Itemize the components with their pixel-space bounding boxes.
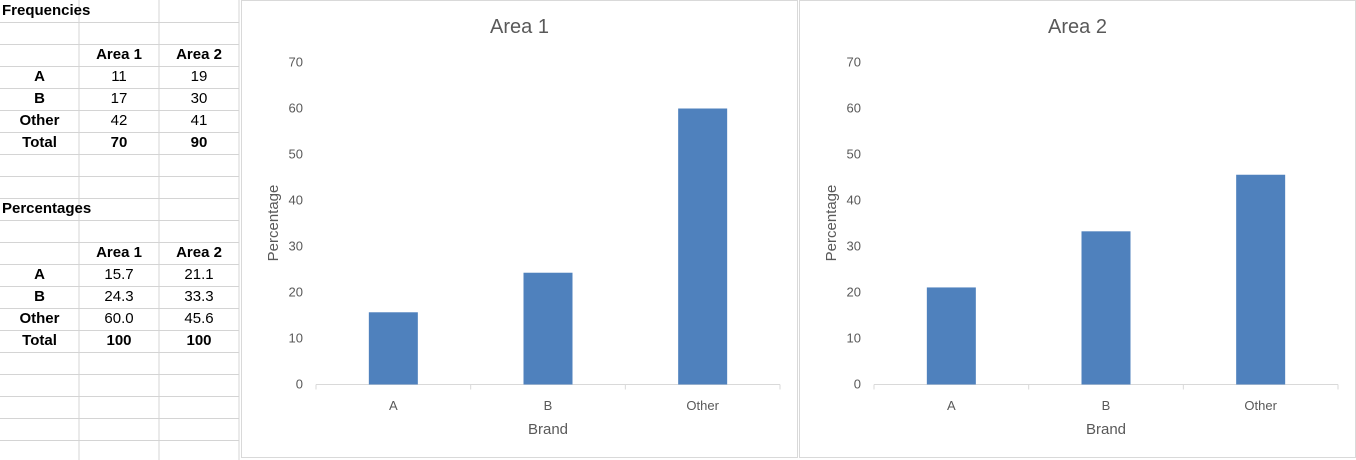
y-tick-label: 0 <box>296 377 303 392</box>
freq-row-label: Total <box>22 134 57 151</box>
bar-other[interactable] <box>1236 174 1286 385</box>
freq-cell: 30 <box>190 90 208 107</box>
y-tick-label: 10 <box>847 331 861 346</box>
y-tick-label: 20 <box>847 285 861 300</box>
pct-row-label: Other <box>19 310 60 327</box>
freq-cell: 11 <box>111 68 127 85</box>
pct-row-label: Total <box>22 332 57 349</box>
pct-header-area2: Area 2 <box>176 244 222 261</box>
y-tick-label: 30 <box>847 239 861 254</box>
pct-row-label: B <box>34 288 45 305</box>
y-tick-label: 30 <box>289 239 303 254</box>
y-tick-label: 0 <box>854 377 861 392</box>
x-axis-title: Brand <box>528 421 568 438</box>
freq-row-label: Other <box>19 112 60 129</box>
pct-cell: 60.0 <box>104 310 134 327</box>
freq-cell: 70 <box>110 134 128 151</box>
bar-b[interactable] <box>523 272 573 385</box>
frequencies-title: Frequencies <box>2 2 91 19</box>
y-tick-label: 50 <box>289 147 303 162</box>
pct-row-label: A <box>34 266 45 283</box>
bar-b[interactable] <box>1081 231 1131 385</box>
x-tick-label: A <box>389 398 398 413</box>
y-tick-label: 20 <box>289 285 303 300</box>
percentages-title: Percentages <box>2 200 92 217</box>
y-tick-label: 70 <box>289 55 303 70</box>
x-tick-label: Other <box>686 398 719 413</box>
x-tick-label: A <box>947 398 956 413</box>
freq-header-area2: Area 2 <box>176 46 222 63</box>
freq-cell: 90 <box>190 134 208 151</box>
y-tick-label: 10 <box>289 331 303 346</box>
freq-cell: 42 <box>110 112 128 129</box>
freq-cell: 17 <box>110 90 128 107</box>
pct-cell: 21.1 <box>184 266 214 283</box>
y-axis-title: Percentage <box>823 185 840 262</box>
pct-cell: 100 <box>106 332 132 349</box>
bar-a[interactable] <box>368 312 418 385</box>
chart-title: Area 1 <box>490 16 549 38</box>
pct-cell: 24.3 <box>104 288 134 305</box>
freq-row-label: A <box>34 68 45 85</box>
chart-area-2[interactable]: Area 2 0 10 20 30 40 50 60 70 A B Other Brand Percen… <box>799 0 1356 458</box>
x-axis-title: Brand <box>1086 421 1126 438</box>
pct-cell: 45.6 <box>184 310 214 327</box>
chart-plot: 0 10 20 30 40 50 60 70 A B Other Brand Percentage <box>265 55 781 438</box>
y-tick-label: 40 <box>847 193 861 208</box>
chart-plot: 0 10 20 30 40 50 60 70 A B Other Brand Percentage <box>823 55 1339 438</box>
x-tick-label: Other <box>1244 398 1277 413</box>
x-tick-label: B <box>1102 398 1111 413</box>
y-tick-label: 50 <box>847 147 861 162</box>
x-tick-label: B <box>544 398 553 413</box>
y-tick-label: 40 <box>289 193 303 208</box>
bar-other[interactable] <box>678 108 728 385</box>
pct-cell: 15.7 <box>104 266 134 283</box>
pct-header-area1: Area 1 <box>96 244 142 261</box>
freq-header-area1: Area 1 <box>96 46 142 63</box>
y-axis-title: Percentage <box>265 185 282 262</box>
y-tick-label: 60 <box>289 101 303 116</box>
freq-cell: 19 <box>190 68 208 85</box>
chart-title: Area 2 <box>1048 16 1107 38</box>
freq-cell: 41 <box>190 112 208 129</box>
y-tick-label: 60 <box>847 101 861 116</box>
y-tick-label: 70 <box>847 55 861 70</box>
pct-cell: 100 <box>186 332 212 349</box>
bar-a[interactable] <box>926 287 976 385</box>
pct-cell: 33.3 <box>184 288 214 305</box>
freq-row-label: B <box>34 90 45 107</box>
chart-area-1[interactable]: Area 1 0 10 20 30 40 50 60 70 A B Other Brand Percen… <box>241 0 798 458</box>
